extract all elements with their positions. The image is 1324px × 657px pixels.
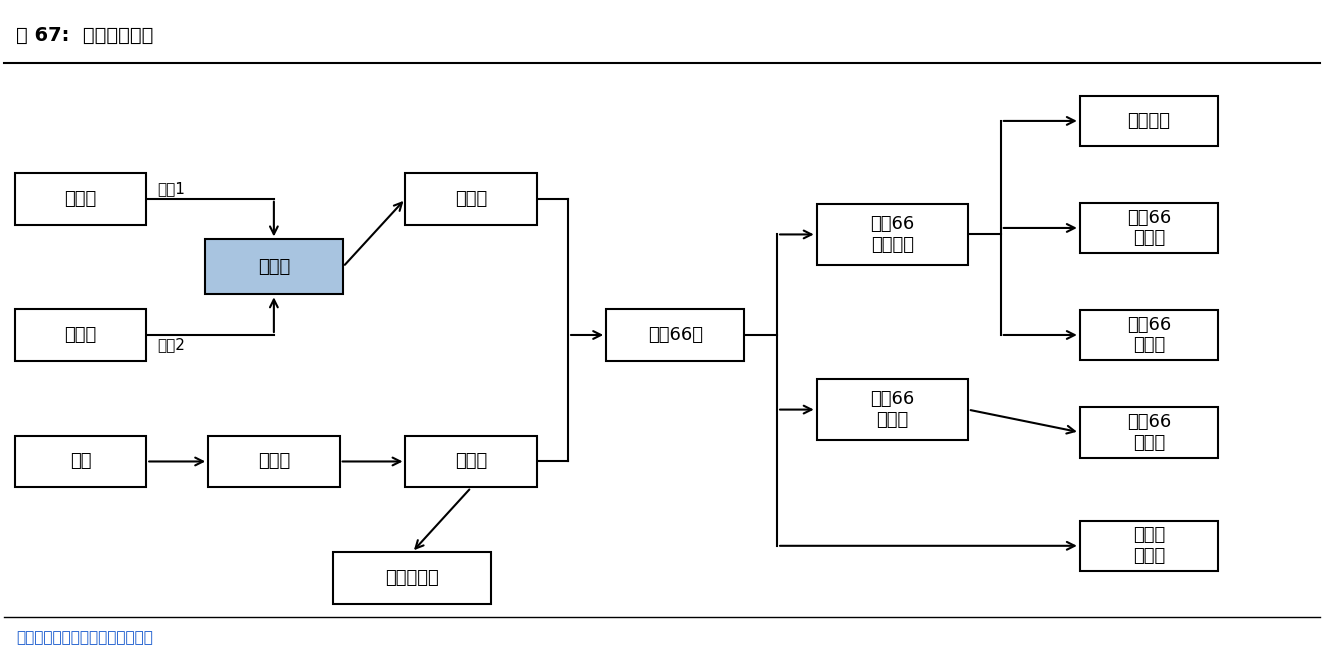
Text: 己二腈: 己二腈 bbox=[258, 258, 290, 276]
Text: 精苯: 精苯 bbox=[70, 453, 91, 470]
Text: 尼龙66
工业丝: 尼龙66 工业丝 bbox=[870, 390, 915, 429]
Text: 数据来源：华经情报网，东北证券: 数据来源：华经情报网，东北证券 bbox=[16, 630, 152, 645]
FancyBboxPatch shape bbox=[1080, 407, 1218, 457]
Text: 丙烯腈: 丙烯腈 bbox=[65, 190, 97, 208]
FancyBboxPatch shape bbox=[817, 204, 968, 265]
FancyBboxPatch shape bbox=[1080, 309, 1218, 360]
Text: 尼龙66
地毯丝: 尼龙66 地毯丝 bbox=[1127, 315, 1170, 354]
FancyBboxPatch shape bbox=[205, 239, 343, 294]
Text: 精品己二酸: 精品己二酸 bbox=[385, 569, 438, 587]
Text: 环己醇: 环己醇 bbox=[258, 453, 290, 470]
FancyBboxPatch shape bbox=[334, 553, 491, 604]
Text: 丁二烯: 丁二烯 bbox=[65, 326, 97, 344]
FancyBboxPatch shape bbox=[15, 173, 146, 225]
Text: 路线2: 路线2 bbox=[156, 338, 184, 353]
Text: 己二酸: 己二酸 bbox=[455, 453, 487, 470]
Text: 尼龙66
树脂切片: 尼龙66 树脂切片 bbox=[870, 215, 915, 254]
Text: 图 67:  己二腈产业链: 图 67: 己二腈产业链 bbox=[16, 26, 154, 45]
FancyBboxPatch shape bbox=[208, 436, 340, 487]
FancyBboxPatch shape bbox=[1080, 202, 1218, 253]
Text: 短纤及
民用丝: 短纤及 民用丝 bbox=[1132, 526, 1165, 565]
Text: 己二胺: 己二胺 bbox=[455, 190, 487, 208]
Text: 尼龙66
帘子布: 尼龙66 帘子布 bbox=[1127, 413, 1170, 451]
FancyBboxPatch shape bbox=[405, 173, 538, 225]
FancyBboxPatch shape bbox=[1080, 96, 1218, 147]
FancyBboxPatch shape bbox=[817, 379, 968, 440]
FancyBboxPatch shape bbox=[15, 436, 146, 487]
Text: 路线1: 路线1 bbox=[156, 181, 184, 196]
Text: 尼龙66
气囊丝: 尼龙66 气囊丝 bbox=[1127, 208, 1170, 247]
FancyBboxPatch shape bbox=[606, 309, 744, 361]
FancyBboxPatch shape bbox=[15, 309, 146, 361]
FancyBboxPatch shape bbox=[405, 436, 538, 487]
Text: 工程塑料: 工程塑料 bbox=[1127, 112, 1170, 130]
FancyBboxPatch shape bbox=[1080, 520, 1218, 571]
Text: 尼龙66盐: 尼龙66盐 bbox=[647, 326, 703, 344]
